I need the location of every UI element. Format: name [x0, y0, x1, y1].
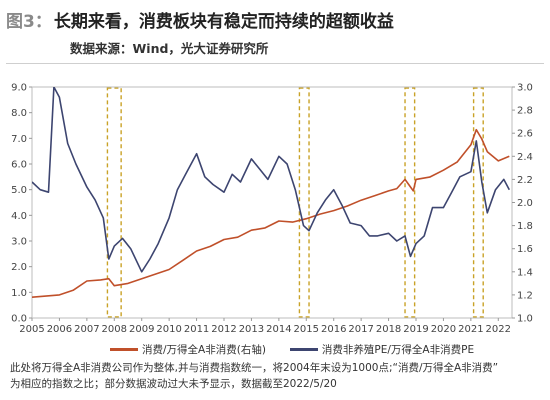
left-axis-tick-label: 2.0: [11, 262, 27, 273]
x-axis-tick-label: 2015: [294, 324, 319, 335]
x-axis-tick-label: 2007: [74, 324, 99, 335]
highlight-period-box: [404, 87, 416, 318]
x-axis-tick-label: 2006: [47, 324, 72, 335]
left-axis-tick-label: 4.0: [11, 211, 27, 222]
left-axis-tick-label: 9.0: [11, 83, 27, 94]
x-axis-tick-label: 2013: [239, 324, 264, 335]
x-axis-tick-label: 2016: [321, 324, 346, 335]
x-axis-tick-label: 2008: [102, 324, 127, 335]
right-axis-tick-label: 1.2: [517, 290, 533, 301]
right-axis-tick-label: 2.2: [517, 175, 533, 186]
legend-item-series1: 消费/万得全A非消费(右轴): [110, 342, 266, 357]
x-axis-tick-label: 2012: [211, 324, 236, 335]
title-divider: [6, 63, 544, 64]
right-axis-tick-label: 3.0: [517, 83, 533, 94]
series-line-2: [32, 87, 511, 273]
figure-title: 长期来看，消费板块有稳定而持续的超额收益: [53, 11, 394, 32]
legend-item-series2: 消费非养殖PE/万得全A非消费PE: [289, 342, 475, 357]
left-axis-tick-label: 0.0: [11, 314, 27, 325]
right-axis-tick-label: 1.6: [517, 244, 533, 255]
x-axis-tick-label: 2018: [376, 324, 401, 335]
figure-label: 图3：: [6, 11, 52, 32]
x-axis-tick-label: 2010: [156, 324, 181, 335]
left-axis-tick-label: 7.0: [11, 134, 27, 145]
right-axis-tick-label: 2.8: [517, 106, 533, 117]
right-axis-tick-label: 1.8: [517, 221, 533, 232]
left-axis-tick-label: 8.0: [11, 108, 27, 119]
legend-swatch-series1: [110, 348, 138, 351]
legend-swatch-series2: [289, 348, 318, 351]
x-axis-tick-label: 2019: [403, 324, 428, 335]
series-line-1: [32, 128, 510, 298]
right-axis-tick-label: 2.0: [517, 198, 533, 209]
right-axis-tick-label: 2.4: [517, 152, 533, 163]
right-axis-tick-label: 2.6: [517, 129, 533, 140]
x-axis-tick-label: 2020: [431, 324, 456, 335]
x-axis-tick-label: 2009: [129, 324, 154, 335]
x-axis-tick-label: 2011: [184, 324, 209, 335]
legend: 消费/万得全A非消费(右轴) 消费非养殖PE/万得全A非消费PE: [110, 342, 474, 357]
right-axis-tick-label: 1.4: [517, 267, 533, 278]
highlight-boxes: [106, 87, 484, 318]
highlight-period-box: [472, 87, 484, 318]
left-axis-tick-label: 6.0: [11, 160, 27, 171]
x-axis-tick-label: 2005: [19, 324, 44, 335]
axes: [29, 86, 515, 321]
highlight-period-box: [298, 87, 310, 318]
x-axis-tick-label: 2021: [458, 324, 483, 335]
right-axis-tick-label: 1.0: [517, 314, 533, 325]
legend-label-series1: 消费/万得全A非消费(右轴): [142, 344, 266, 356]
legend-label-series2: 消费非养殖PE/万得全A非消费PE: [321, 344, 475, 356]
x-axis-tick-label: 2017: [348, 324, 373, 335]
x-axis-tick-label: 2014: [266, 324, 291, 335]
footnote-line-2: 为相应的指数之比；部分数据波动过大未予显示，数据截至2022/5/20: [10, 378, 337, 390]
x-axis-tick-label: 2022: [486, 324, 511, 335]
figure-header: 图3： 长期来看，消费板块有稳定而持续的超额收益: [6, 6, 394, 32]
left-axis-tick-label: 1.0: [11, 288, 27, 299]
plot-frame: [31, 86, 513, 319]
footnote-line-1: 此处将万得全A非消费公司作为整体,并与消费指数统一，将2004年末设为1000点…: [10, 362, 499, 374]
left-axis-tick-label: 3.0: [11, 237, 27, 248]
series-lines: [32, 87, 511, 298]
tick-labels: 0.0 1.0 2.0 3.0 4.0 5.0 6.0 7.0 8.0 9.0 1.0 1.2 1.4 1…: [11, 83, 533, 336]
highlight-period-box: [106, 87, 122, 318]
footnote: 此处将万得全A非消费公司作为整体,并与消费指数统一，将2004年末设为1000点…: [10, 360, 545, 392]
data-source: 数据来源：Wind，光大证券研究所: [70, 41, 269, 56]
left-axis-tick-label: 5.0: [11, 185, 27, 196]
